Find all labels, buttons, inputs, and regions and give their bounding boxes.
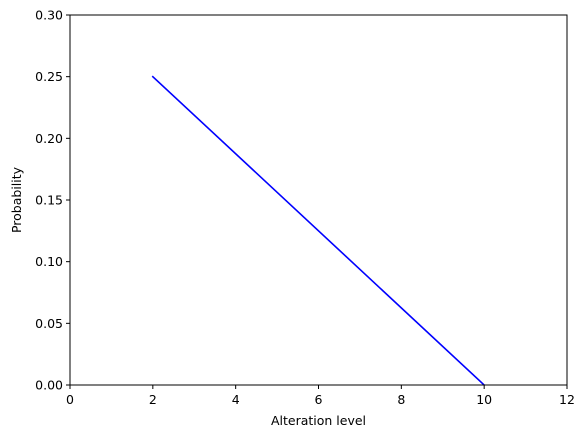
plot-area	[70, 15, 567, 385]
x-axis-label: Alteration level	[271, 413, 366, 428]
x-tick-label: 4	[232, 392, 240, 407]
x-axis-ticks: 0 2 4 6 8 10 12	[66, 385, 575, 407]
y-tick-label: 0.25	[35, 69, 63, 84]
y-tick-label: 0.20	[35, 131, 63, 146]
x-tick-label: 8	[397, 392, 405, 407]
x-tick-label: 10	[476, 392, 492, 407]
x-tick-label: 12	[559, 392, 575, 407]
y-tick-label: 0.30	[35, 8, 63, 23]
x-tick-label: 2	[149, 392, 157, 407]
y-tick-label: 0.00	[35, 378, 63, 393]
x-tick-label: 6	[315, 392, 323, 407]
x-tick-label: 0	[66, 392, 74, 407]
y-axis-ticks: 0.00 0.05 0.10 0.15 0.20 0.25 0.30	[35, 8, 70, 393]
y-tick-label: 0.15	[35, 193, 63, 208]
y-tick-label: 0.05	[35, 316, 63, 331]
y-axis-label: Probability	[9, 166, 24, 233]
y-tick-label: 0.10	[35, 254, 63, 269]
